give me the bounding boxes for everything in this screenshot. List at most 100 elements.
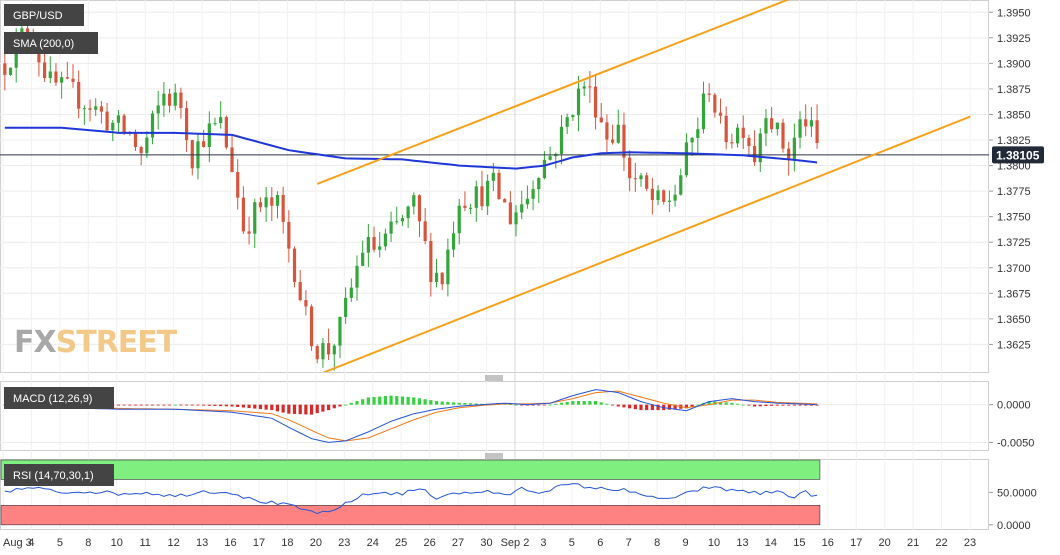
macd-histogram-bar (451, 402, 456, 405)
macd-histogram-bar (162, 404, 166, 406)
x-tick-label: 20 (310, 537, 322, 549)
candle-body (593, 86, 598, 118)
macd-histogram-bar (361, 399, 365, 405)
macd-histogram-bar (185, 404, 189, 406)
sma-label: SMA (200,0) (13, 38, 74, 50)
watermark-street: STREET (56, 325, 178, 360)
candle-body (497, 172, 501, 200)
x-tick-label: 12 (168, 537, 180, 549)
macd-histogram-bar (593, 401, 598, 405)
candle-body (429, 241, 433, 282)
macd-histogram-bar (253, 404, 257, 409)
x-tick-label: 16 (224, 537, 236, 549)
y-tick-label: 1.3800 (997, 161, 1031, 173)
candle-body (406, 206, 410, 219)
candle-body (565, 117, 569, 127)
macd-histogram-bar (809, 404, 813, 406)
candle-body (787, 148, 791, 160)
macd-histogram-bar (230, 404, 234, 407)
candle-body (77, 81, 81, 109)
macd-histogram-bar (190, 404, 194, 406)
candle-body (469, 207, 473, 209)
y-tick-label: 0.0000 (997, 400, 1031, 412)
macd-histogram-bar (559, 402, 564, 405)
macd-histogram-bar (292, 404, 297, 414)
macd-histogram-bar (321, 404, 325, 412)
candle-body (156, 105, 160, 114)
legend-macd[interactable]: MACD (12,26,9) (4, 387, 114, 409)
candle-body (730, 142, 734, 144)
panel-resize-handle-rsi[interactable] (485, 453, 503, 459)
candle-body (395, 221, 399, 223)
macd-histogram-bar (309, 404, 314, 415)
candle-body (400, 218, 405, 222)
macd-histogram-bar (378, 396, 382, 405)
candle-body (3, 63, 7, 75)
macd-histogram-bar (270, 404, 274, 411)
macd-histogram-bar (116, 404, 121, 406)
macd-histogram-bar (156, 404, 160, 406)
macd-histogram-bar (236, 404, 240, 407)
candle-body (775, 122, 779, 130)
x-tick-label: 10 (708, 537, 720, 549)
candle-body (463, 205, 467, 208)
candle-body (696, 129, 700, 138)
macd-histogram-bar (332, 404, 336, 409)
y-tick-label: 1.3725 (997, 237, 1031, 249)
current-price-label: 1.38105 (996, 148, 1040, 162)
macd-histogram-bar (474, 403, 478, 405)
current-price-badge: 1.38105 (992, 146, 1044, 164)
x-tick-label: 15 (793, 537, 805, 549)
macd-histogram-bar (571, 401, 575, 405)
candle-body (599, 117, 603, 123)
macd-histogram-bar (696, 404, 700, 406)
macd-histogram-bar (315, 404, 319, 414)
candle-body (628, 157, 632, 179)
candle-body (162, 93, 166, 106)
candle-body (304, 300, 308, 307)
macd-histogram-bar (639, 404, 643, 411)
macd-histogram-bar (520, 404, 524, 406)
candle-body (735, 127, 740, 144)
x-tick-label: 30 (480, 537, 492, 549)
macd-histogram-bar (735, 403, 740, 405)
candle-body (701, 93, 706, 130)
candle-body (440, 272, 444, 285)
macd-histogram-bar (247, 404, 251, 409)
macd-histogram-bar (537, 404, 541, 406)
x-tick-label: Aug 3 (3, 537, 32, 549)
candle-body (258, 202, 263, 208)
candle-body (224, 117, 228, 148)
candle-body (718, 112, 723, 116)
macd-histogram-bar (770, 404, 774, 406)
legend-sma[interactable]: SMA (200,0) (4, 32, 98, 54)
legend-rsi[interactable]: RSI (14,70,30,1) (4, 464, 114, 486)
candle-body (781, 122, 785, 149)
macd-histogram-bar (122, 404, 126, 406)
candle-body (650, 188, 654, 201)
rsi-oversold-zone (0, 505, 821, 526)
legend-symbol[interactable]: GBP/USD (4, 4, 84, 26)
channel-upper-line (316, 0, 790, 185)
candle-body (434, 272, 439, 282)
panel-resize-handle-macd[interactable] (485, 375, 503, 381)
x-axis: Aug 34 5 8 10 11 12 13 16 17 18 20 23 24 25 26 27 30 Sep … (3, 537, 976, 549)
macd-histogram-bar (440, 401, 444, 405)
candle-body (298, 281, 302, 301)
candle-body (684, 142, 689, 176)
macd-histogram-bar (781, 404, 785, 406)
macd-histogram-bar (327, 404, 331, 411)
macd-histogram-bar (588, 401, 592, 405)
candle-body (582, 86, 586, 89)
macd-histogram-bar (707, 401, 711, 405)
x-tick-label: Sep 2 (501, 537, 530, 549)
macd-label: MACD (12,26,9) (13, 393, 92, 405)
macd-histogram-bar (412, 397, 416, 405)
candle-body (639, 175, 643, 180)
x-tick-label: 21 (907, 537, 919, 549)
candle-body (292, 248, 297, 282)
candle-body (190, 140, 194, 169)
candle-body (804, 119, 808, 127)
macd-histogram-bar (775, 404, 779, 406)
candle-body (542, 159, 547, 179)
